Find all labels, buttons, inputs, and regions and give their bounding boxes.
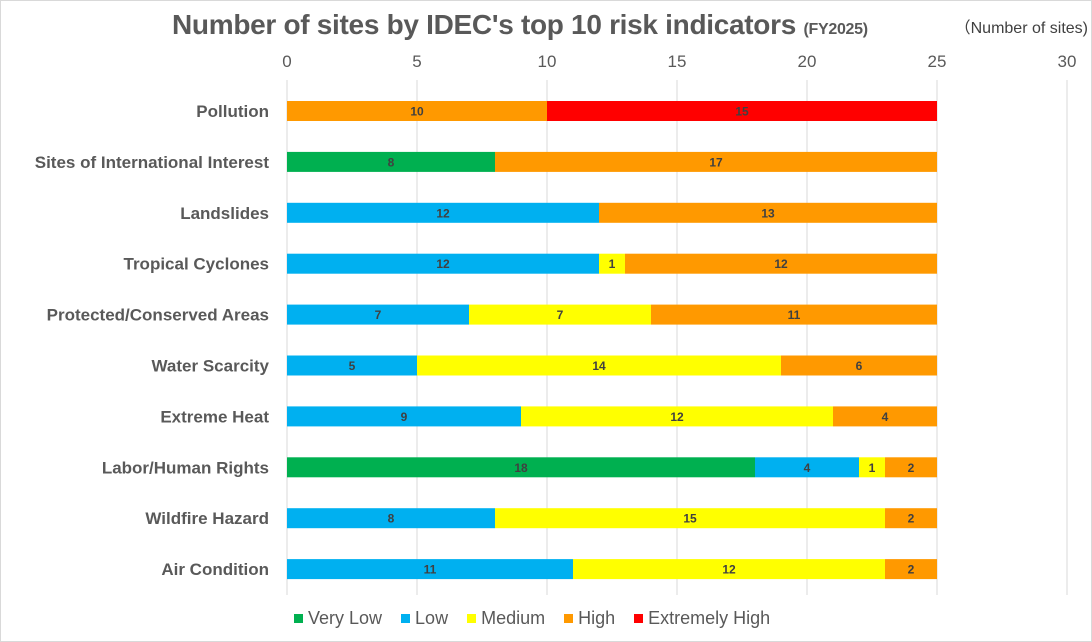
bar-segment-high	[885, 457, 937, 478]
data-label: 4	[804, 461, 811, 475]
data-label: 12	[722, 563, 736, 577]
legend-item: Very Low	[294, 608, 382, 629]
legend-swatch	[634, 614, 644, 623]
data-label: 6	[856, 359, 863, 373]
legend-item: Medium	[467, 608, 545, 629]
data-label: 13	[761, 206, 775, 220]
data-label: 12	[436, 206, 450, 220]
data-label: 12	[436, 257, 450, 271]
y-category-label: Labor/Human Rights	[102, 458, 269, 477]
chart-subtitle: (FY2025)	[803, 21, 868, 38]
data-label: 2	[908, 563, 915, 577]
data-label: 7	[375, 308, 382, 322]
data-label: 12	[774, 257, 788, 271]
bar-segment-low	[287, 508, 495, 529]
legend-label: Extremely High	[648, 608, 771, 628]
y-category-label: Extreme Heat	[160, 407, 269, 426]
bar-segment-low	[287, 202, 599, 223]
x-tick-label: 20	[798, 52, 817, 71]
data-label: 14	[592, 359, 606, 373]
bar-segment-low	[287, 355, 417, 376]
bar-segment-high	[287, 101, 547, 121]
bar-segment-very-low	[287, 151, 495, 172]
data-label: 15	[683, 512, 697, 526]
x-tick-label: 30	[1058, 52, 1077, 71]
y-category-label: Pollution	[196, 102, 269, 121]
data-label: 2	[908, 512, 915, 526]
bar-segment-high	[651, 304, 937, 325]
legend-label: High	[578, 608, 616, 628]
data-label: 9	[401, 410, 408, 424]
data-label: 17	[709, 155, 723, 169]
y-category-label: Protected/Conserved Areas	[47, 306, 269, 325]
y-axis-labels: Pollution Sites of International Interest…	[35, 102, 270, 579]
y-category-label: Landslides	[180, 204, 269, 223]
data-label: 8	[388, 155, 395, 169]
bar-segment-very-low	[287, 457, 755, 478]
data-label: 1	[609, 257, 616, 271]
y-category-label: Water Scarcity	[152, 357, 270, 376]
x-tick-label: 15	[668, 52, 687, 71]
legend-swatch	[294, 614, 303, 623]
x-tick-label: 5	[412, 52, 421, 71]
data-label: 12	[670, 410, 684, 424]
legend-item: High	[564, 608, 615, 629]
x-axis-ticks: 0 5 10 15 20 25 30	[282, 52, 1076, 71]
legend-item: Extremely High	[634, 608, 770, 629]
data-label: 18	[514, 461, 528, 475]
bar-segment-high	[495, 151, 937, 172]
chart-title: Number of sites by IDEC's top 10 risk in…	[172, 9, 868, 41]
legend-label: Very Low	[308, 608, 383, 628]
legend: Very Low Low Medium High Extremely High	[294, 608, 789, 629]
legend-label: Medium	[481, 608, 546, 628]
data-label: 11	[788, 308, 801, 322]
y-category-label: Air Condition	[161, 560, 269, 579]
unit-label: （Number of sites)	[954, 20, 1088, 37]
chart-title-main: Number of sites by IDEC's top 10 risk in…	[172, 9, 796, 40]
bar-segment-high	[833, 406, 937, 427]
bar-segment-extremely-high	[547, 101, 937, 121]
bar-segment-medium	[521, 406, 833, 427]
bar-segment-high	[885, 559, 937, 580]
data-label: 7	[557, 308, 564, 322]
data-label: 8	[388, 512, 395, 526]
legend-swatch	[401, 614, 411, 623]
legend-item: Low	[401, 608, 448, 629]
bar-segment-high	[885, 508, 937, 529]
data-label: 11	[424, 563, 437, 577]
bar-segment-low	[287, 304, 469, 325]
bar-segment-medium	[599, 253, 625, 274]
data-label: 10	[410, 105, 424, 119]
bar-segment-high	[781, 355, 937, 376]
data-label: 2	[908, 461, 915, 475]
bar-segment-medium	[417, 355, 781, 376]
legend-label: Low	[415, 608, 449, 628]
data-label: 1	[869, 461, 876, 475]
bars	[287, 101, 937, 580]
bar-segment-low	[755, 457, 859, 478]
bar-segment-low	[287, 253, 599, 274]
y-category-label: Wildfire Hazard	[145, 509, 269, 528]
data-label: 5	[349, 359, 356, 373]
y-category-label: Sites of International Interest	[35, 153, 270, 172]
bar-segment-low	[287, 559, 573, 580]
bar-segment-high	[599, 202, 937, 223]
data-label: 15	[735, 105, 749, 119]
bar-segment-medium	[859, 457, 885, 478]
x-tick-label: 25	[928, 52, 947, 71]
x-tick-label: 0	[282, 52, 291, 71]
y-category-label: Tropical Cyclones	[124, 255, 270, 274]
bar-segment-high	[625, 253, 937, 274]
legend-swatch	[467, 614, 477, 623]
data-label: 4	[882, 410, 889, 424]
bar-segment-medium	[469, 304, 651, 325]
bar-segment-low	[287, 406, 521, 427]
bar-segment-medium	[495, 508, 885, 529]
bar-segment-medium	[573, 559, 885, 580]
x-tick-label: 10	[538, 52, 557, 71]
legend-swatch	[564, 614, 574, 623]
